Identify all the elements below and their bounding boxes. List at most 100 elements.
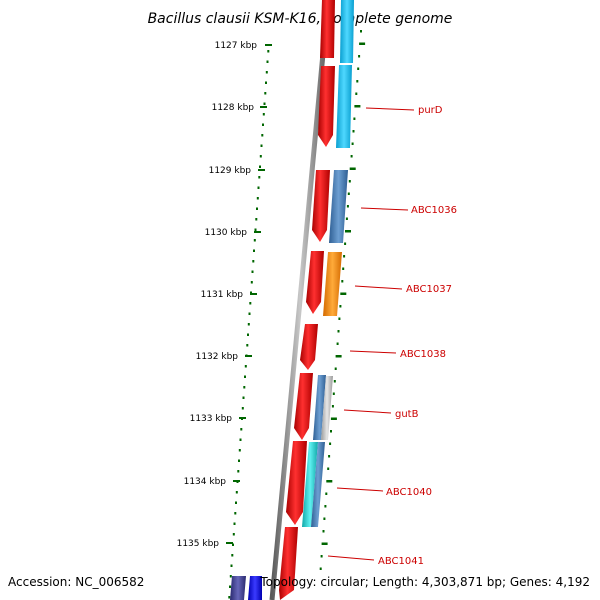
- outer-scale-ring: [319, 30, 366, 570]
- label-leader: [336, 487, 384, 492]
- outer-scale-dot: [345, 217, 348, 220]
- gene-arrow-gutB: [294, 373, 313, 440]
- scale-dot: [244, 375, 246, 378]
- scale-dot: [254, 228, 257, 231]
- scale-dot: [241, 407, 244, 410]
- cog-gene-blocks: [302, 0, 354, 527]
- outer-scale-dot: [321, 542, 328, 545]
- scale-dot: [259, 165, 261, 168]
- cog-block-steel-blue-ABC1036: [329, 170, 348, 243]
- scale-dot: [266, 60, 269, 63]
- scale-dot: [228, 596, 231, 599]
- scale-dot: [246, 344, 249, 347]
- scale-dot: [259, 155, 262, 158]
- scale-label-1131: 1131 kbp: [201, 290, 244, 300]
- outer-scale-dot: [351, 142, 354, 145]
- outer-scale-dot: [347, 192, 350, 195]
- label-leader: [349, 350, 397, 354]
- cog-block-light-blue: [340, 0, 354, 63]
- scale-label-1130: 1130 kbp: [205, 228, 248, 238]
- scale-label-1128: 1128 kbp: [212, 103, 255, 113]
- scale-dot: [235, 501, 237, 504]
- scale-dot: [247, 333, 249, 336]
- scale-dot: [239, 438, 242, 441]
- outer-scale-dot: [343, 255, 346, 258]
- outer-scale-dot: [360, 30, 362, 33]
- scale-dot: [243, 386, 246, 389]
- outer-scale-dot: [328, 455, 331, 458]
- scale-label-1133: 1133 kbp: [190, 414, 233, 424]
- gene-arrow-ABC1037: [306, 251, 324, 314]
- outer-scale-dot: [348, 180, 351, 183]
- scale-dot: [253, 239, 256, 242]
- cog-block-steel-blue-gutB: [313, 375, 326, 440]
- outer-scale-dot: [320, 555, 323, 558]
- forward-strand-genes: [279, 0, 335, 600]
- outer-scale-dot: [325, 492, 328, 495]
- scale-dot: [249, 302, 252, 305]
- scale-dot: [238, 459, 240, 462]
- outer-scale-dot: [336, 342, 339, 345]
- scale-dot: [251, 270, 254, 273]
- scale-dot: [265, 81, 267, 84]
- gene-arrow-ABC1040: [286, 441, 307, 525]
- outer-scale-dot: [327, 467, 330, 470]
- outer-scale-dot: [335, 355, 342, 358]
- outer-scale-dot: [340, 292, 347, 295]
- label-leader: [327, 555, 375, 561]
- gene-label-ABC1037: ABC1037: [406, 284, 452, 295]
- gene-arrow: [320, 0, 335, 58]
- outer-scale-dot: [349, 167, 356, 170]
- label-leader: [354, 285, 403, 290]
- scale-dot: [232, 543, 234, 546]
- scale-dot: [265, 71, 268, 74]
- scale-dot: [250, 281, 253, 284]
- outer-scale-dot: [329, 442, 332, 445]
- scale-dot: [238, 449, 241, 452]
- scale-dot: [248, 312, 251, 315]
- scale-ticks: 1127 kbp 1128 kbp 1129 kbp 1130 kbp 1131…: [177, 41, 272, 549]
- scale-dot: [229, 585, 231, 588]
- gene-label-ABC1041: ABC1041: [378, 556, 424, 567]
- scale-dot: [257, 186, 260, 189]
- scale-dot: [230, 564, 233, 567]
- outer-scale-dot: [330, 417, 337, 420]
- cog-block-light-blue-purD: [336, 65, 352, 148]
- outer-scale-dot: [358, 55, 361, 58]
- genome-title: Bacillus clausii KSM-K16, complete genom…: [148, 11, 453, 27]
- outer-scale-dot: [357, 67, 360, 70]
- genome-backbone-ring: [269, 0, 331, 600]
- scale-dot: [233, 522, 236, 525]
- outer-scale-dot: [323, 517, 326, 520]
- outer-scale-dot: [322, 530, 325, 533]
- accession-text: Accession: NC_006582: [8, 575, 144, 589]
- gene-block-blue: [248, 576, 262, 600]
- gene-label-ABC1036: ABC1036: [411, 205, 457, 216]
- scale-dot: [260, 144, 263, 147]
- outer-scale-dot: [354, 105, 361, 108]
- scale-dot: [255, 218, 258, 221]
- scale-dot: [237, 470, 240, 473]
- outer-scale-dot: [353, 117, 356, 120]
- gene-arrow-ABC1038: [300, 324, 318, 370]
- gene-labels: purD ABC1036 ABC1037 ABC1038 gutB ABC104…: [327, 105, 457, 567]
- scale-label-1132: 1132 kbp: [196, 352, 239, 362]
- outer-scale-dot: [346, 205, 349, 208]
- label-leader: [365, 107, 415, 111]
- scale-dot: [247, 323, 250, 326]
- cog-block-steel-blue-ABC1040: [311, 442, 325, 527]
- label-leader: [360, 207, 409, 211]
- gene-label-gutB: gutB: [395, 409, 419, 420]
- outer-scale-dot: [342, 267, 345, 270]
- scale-dot: [252, 260, 255, 263]
- gene-arrow-purD: [318, 66, 335, 147]
- scale-dot: [262, 113, 265, 116]
- outer-scale-dot: [344, 242, 347, 245]
- outer-scale-dot: [350, 155, 353, 158]
- outer-scale-dot: [331, 405, 334, 408]
- gene-label-purD: purD: [418, 105, 443, 116]
- outer-scale-dot: [337, 330, 340, 333]
- outer-scale-dot: [326, 480, 333, 483]
